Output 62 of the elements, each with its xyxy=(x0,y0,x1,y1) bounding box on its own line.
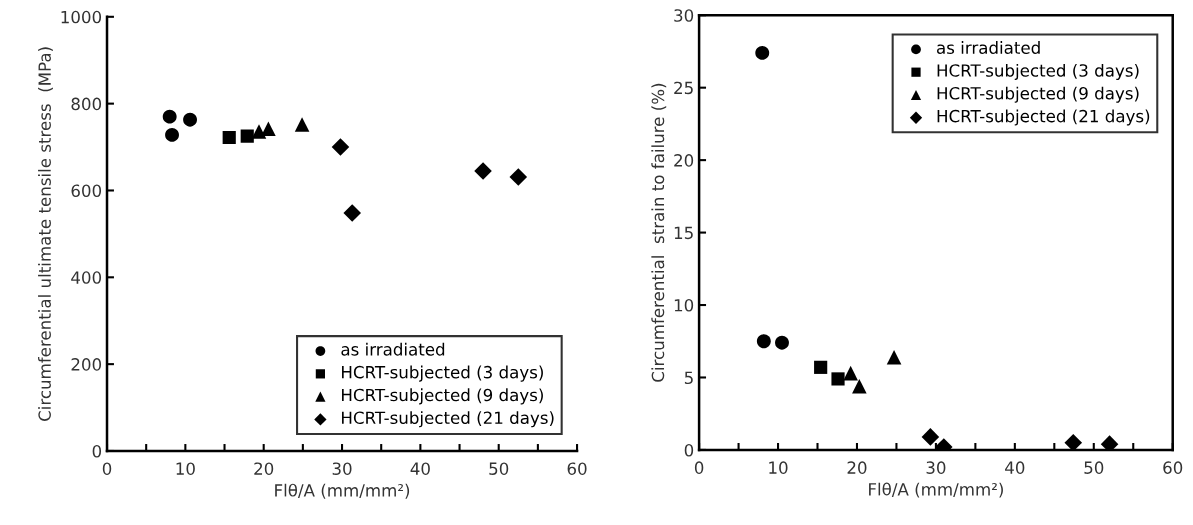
y-tick-label: 400 xyxy=(71,271,102,284)
legend-label: HCRT-subjected (21 days) xyxy=(342,411,554,428)
point xyxy=(165,127,179,142)
y-tick-label: 0 xyxy=(684,443,694,457)
point xyxy=(331,138,350,156)
point xyxy=(162,109,177,124)
y-tick-label: 30 xyxy=(674,9,694,22)
point xyxy=(843,365,858,381)
y-tick-label: 20 xyxy=(674,154,694,167)
legend-label: as irradiated xyxy=(937,41,1040,54)
point xyxy=(509,168,528,186)
y-axis-title: Circumferential ultimate tensile stress (MPa) xyxy=(38,47,53,421)
x-tick-label: 30 xyxy=(332,462,352,475)
y-axis-title: Circumferential strain to failure (%) xyxy=(651,83,667,382)
legend-label: HCRT-subjected (9 days) xyxy=(937,86,1139,103)
point xyxy=(240,129,254,143)
y-tick-label: 800 xyxy=(71,97,102,111)
y-tick-label: 200 xyxy=(71,358,102,371)
legend-label: HCRT-subjected (21 days) xyxy=(937,109,1150,126)
y-tick-label: 15 xyxy=(674,226,693,240)
x-tick-label: 0 xyxy=(102,462,112,475)
x-tick-label: 20 xyxy=(847,461,867,474)
point xyxy=(775,335,789,350)
point xyxy=(1064,433,1083,450)
y-tick-label: 600 xyxy=(71,184,102,198)
point xyxy=(261,121,276,137)
point xyxy=(756,334,771,349)
point xyxy=(294,117,310,132)
x-tick-label: 50 xyxy=(489,462,509,475)
y-tick-label: 25 xyxy=(674,81,693,95)
x-tick-label: 10 xyxy=(176,462,195,475)
point xyxy=(755,45,770,60)
y-tick-label: 0 xyxy=(92,444,102,458)
x-tick-label: 60 xyxy=(567,462,587,475)
legend-label: HCRT-subjected (9 days) xyxy=(342,388,543,405)
point xyxy=(1100,435,1119,450)
point xyxy=(251,124,267,139)
point xyxy=(474,162,492,180)
x-axis-title: Flθ/A (mm/mm²) xyxy=(869,482,1003,498)
y-tick-label: 5 xyxy=(684,371,693,385)
x-axis-title: Flθ/A (mm/mm²) xyxy=(275,483,410,499)
y-tick-label: 1000 xyxy=(61,10,102,24)
y-tick-label: 10 xyxy=(674,298,694,312)
x-tick-label: 30 xyxy=(926,461,946,474)
point xyxy=(831,372,845,386)
point xyxy=(183,112,197,127)
x-tick-label: 20 xyxy=(254,462,274,475)
x-tick-label: 50 xyxy=(1084,461,1104,474)
point xyxy=(222,130,236,145)
point xyxy=(921,428,940,446)
x-tick-label: 40 xyxy=(410,462,430,475)
legend-label: as irradiated xyxy=(341,342,445,356)
point xyxy=(814,360,828,374)
x-tick-label: 60 xyxy=(1163,461,1183,474)
x-tick-label: 40 xyxy=(1005,461,1025,474)
x-tick-label: 10 xyxy=(769,461,788,474)
point xyxy=(343,204,361,222)
point xyxy=(886,349,902,365)
legend-label: HCRT-subjected (3 days) xyxy=(342,365,543,382)
x-tick-label: 0 xyxy=(694,461,704,474)
point xyxy=(852,378,867,394)
legend-label: HCRT-subjected (3 days) xyxy=(937,63,1139,81)
